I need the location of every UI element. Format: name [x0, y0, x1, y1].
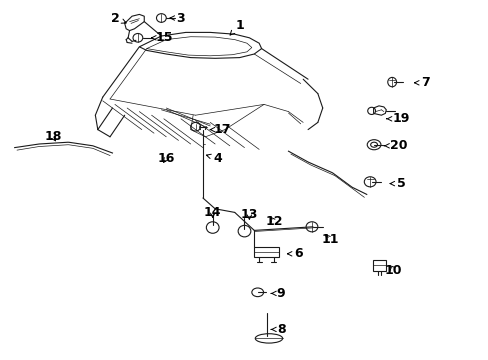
Text: 1: 1 — [229, 19, 244, 35]
Text: 13: 13 — [240, 208, 258, 221]
Text: 15: 15 — [151, 31, 172, 44]
Text: 10: 10 — [384, 264, 402, 276]
Text: 6: 6 — [287, 247, 302, 260]
Text: 8: 8 — [271, 323, 285, 336]
Text: 2: 2 — [110, 12, 126, 24]
Text: 5: 5 — [389, 177, 405, 190]
Text: 18: 18 — [44, 130, 61, 143]
Text: 17: 17 — [210, 123, 231, 136]
Text: 4: 4 — [206, 152, 222, 165]
Text: 14: 14 — [203, 206, 221, 219]
Text: 7: 7 — [414, 76, 429, 89]
Text: 12: 12 — [264, 215, 282, 228]
Text: 20: 20 — [384, 139, 407, 152]
Text: 19: 19 — [386, 112, 409, 125]
Text: 16: 16 — [157, 152, 175, 165]
Text: 9: 9 — [271, 287, 285, 300]
Text: 11: 11 — [321, 233, 338, 246]
Text: 3: 3 — [170, 12, 185, 24]
